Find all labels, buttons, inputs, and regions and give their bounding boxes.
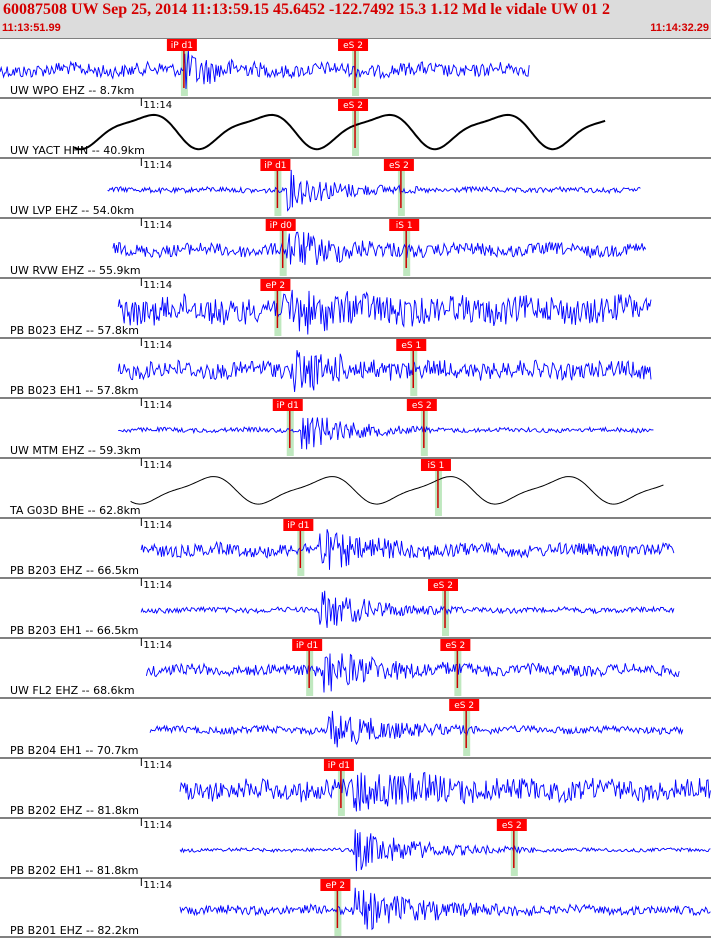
- pick-label: iS 1: [428, 461, 445, 471]
- pick-marker: [166, 39, 197, 51]
- minute-tick-label: 11:14: [143, 640, 172, 651]
- pick-label: eS 1: [401, 341, 421, 351]
- pick-marker: [496, 819, 527, 831]
- minute-tick-label: 11:14: [143, 460, 172, 471]
- end-time: 11:14:32.29: [650, 22, 709, 34]
- pick-label: eS 2: [502, 821, 522, 831]
- station-label: PB B203 EH1 -- 66.5km: [10, 624, 138, 637]
- header-bar: 60087508 UW Sep 25, 2014 11:13:59.15 45.…: [0, 0, 711, 38]
- minute-tick-label: 11:14: [143, 520, 172, 531]
- pick-label: iP d1: [264, 161, 286, 171]
- station-label: UW FL2 EHZ -- 68.6km: [10, 684, 135, 697]
- pick-marker: [440, 639, 471, 651]
- pick-marker: [260, 159, 291, 171]
- pick-label: eP 2: [266, 281, 286, 291]
- trace-line: [179, 829, 711, 872]
- pick-label: iP d1: [277, 401, 299, 411]
- minute-tick-label: 11:14: [143, 400, 172, 411]
- pick-marker: [323, 759, 354, 771]
- trace-line: [145, 653, 680, 693]
- pick-label: eS 2: [343, 101, 363, 111]
- station-label: PB B203 EHZ -- 66.5km: [10, 564, 139, 577]
- station-label: PB B201 EHZ -- 82.2km: [10, 924, 139, 937]
- pick-label: eS 2: [389, 161, 409, 171]
- trace-line: [0, 50, 530, 90]
- pick-marker: [338, 39, 369, 51]
- station-label: UW YACT HHN -- 40.9km: [10, 144, 145, 157]
- pick-marker: [272, 399, 303, 411]
- station-label: PB B023 EHZ -- 57.8km: [10, 324, 139, 337]
- pick-marker: [292, 639, 323, 651]
- station-label: PB B204 EH1 -- 70.7km: [10, 744, 138, 757]
- pick-label: eS 2: [445, 641, 465, 651]
- trace-line: [107, 169, 641, 212]
- trace-line: [118, 417, 654, 450]
- station-label: PB B202 EHZ -- 81.8km: [10, 804, 139, 817]
- minute-tick-label: 11:14: [143, 280, 172, 291]
- pick-marker: [396, 339, 427, 351]
- pick-marker: [320, 879, 351, 891]
- trace-line: [140, 590, 675, 628]
- station-label: UW MTM EHZ -- 59.3km: [10, 444, 141, 457]
- pick-label: iS 1: [396, 221, 413, 231]
- pick-marker: [406, 399, 437, 411]
- pick-label: eS 2: [343, 41, 363, 51]
- pick-marker: [383, 159, 414, 171]
- pick-label: eP 2: [326, 881, 346, 891]
- trace-line: [112, 231, 647, 265]
- station-label: UW RVW EHZ -- 55.9km: [10, 264, 141, 277]
- pick-label: iP d0: [270, 221, 293, 231]
- pick-marker: [260, 279, 291, 291]
- pick-label: iP d1: [328, 761, 350, 771]
- trace-line: [117, 289, 652, 335]
- pick-label: eS 2: [412, 401, 432, 411]
- trace-line: [179, 771, 711, 812]
- pick-marker: [428, 579, 459, 591]
- station-label: UW LVP EHZ -- 54.0km: [10, 204, 134, 217]
- trace-line: [179, 887, 711, 931]
- pick-marker: [338, 99, 369, 111]
- trace-line: [117, 350, 652, 393]
- seismogram-plot: UW WPO EHZ -- 8.7km iP d1 eS 2 11:14 UW YACT…: [0, 38, 711, 938]
- station-label: PB B202 EH1 -- 81.8km: [10, 864, 138, 877]
- pick-label: eS 2: [454, 701, 474, 711]
- pick-marker: [283, 519, 314, 531]
- pick-label: iP d1: [171, 41, 193, 51]
- start-time: 11:13:51.99: [2, 22, 61, 34]
- minute-tick-label: 11:14: [143, 580, 172, 591]
- station-label: PB B023 EH1 -- 57.8km: [10, 384, 138, 397]
- station-label: UW WPO EHZ -- 8.7km: [10, 84, 134, 97]
- pick-label: iP d1: [287, 521, 309, 531]
- minute-tick-label: 11:14: [143, 340, 172, 351]
- minute-tick-label: 11:14: [143, 760, 172, 771]
- minute-tick-label: 11:14: [143, 220, 172, 231]
- event-title: 60087508 UW Sep 25, 2014 11:13:59.15 45.…: [3, 1, 610, 18]
- pick-marker: [389, 219, 420, 231]
- trace-line: [140, 529, 675, 570]
- minute-tick-label: 11:14: [143, 160, 172, 171]
- trace-line: [149, 710, 684, 748]
- pick-marker: [420, 459, 451, 471]
- pick-marker: [449, 699, 480, 711]
- minute-tick-label: 11:14: [143, 880, 172, 891]
- trace-line: [130, 476, 664, 505]
- trace-line: [73, 113, 606, 151]
- pick-label: eS 2: [433, 581, 453, 591]
- pick-marker: [265, 219, 296, 231]
- pick-label: iP d1: [296, 641, 318, 651]
- minute-tick-label: 11:14: [143, 820, 172, 831]
- minute-tick-label: 11:14: [143, 100, 172, 111]
- station-label: TA G03D BHE -- 62.8km: [9, 504, 141, 517]
